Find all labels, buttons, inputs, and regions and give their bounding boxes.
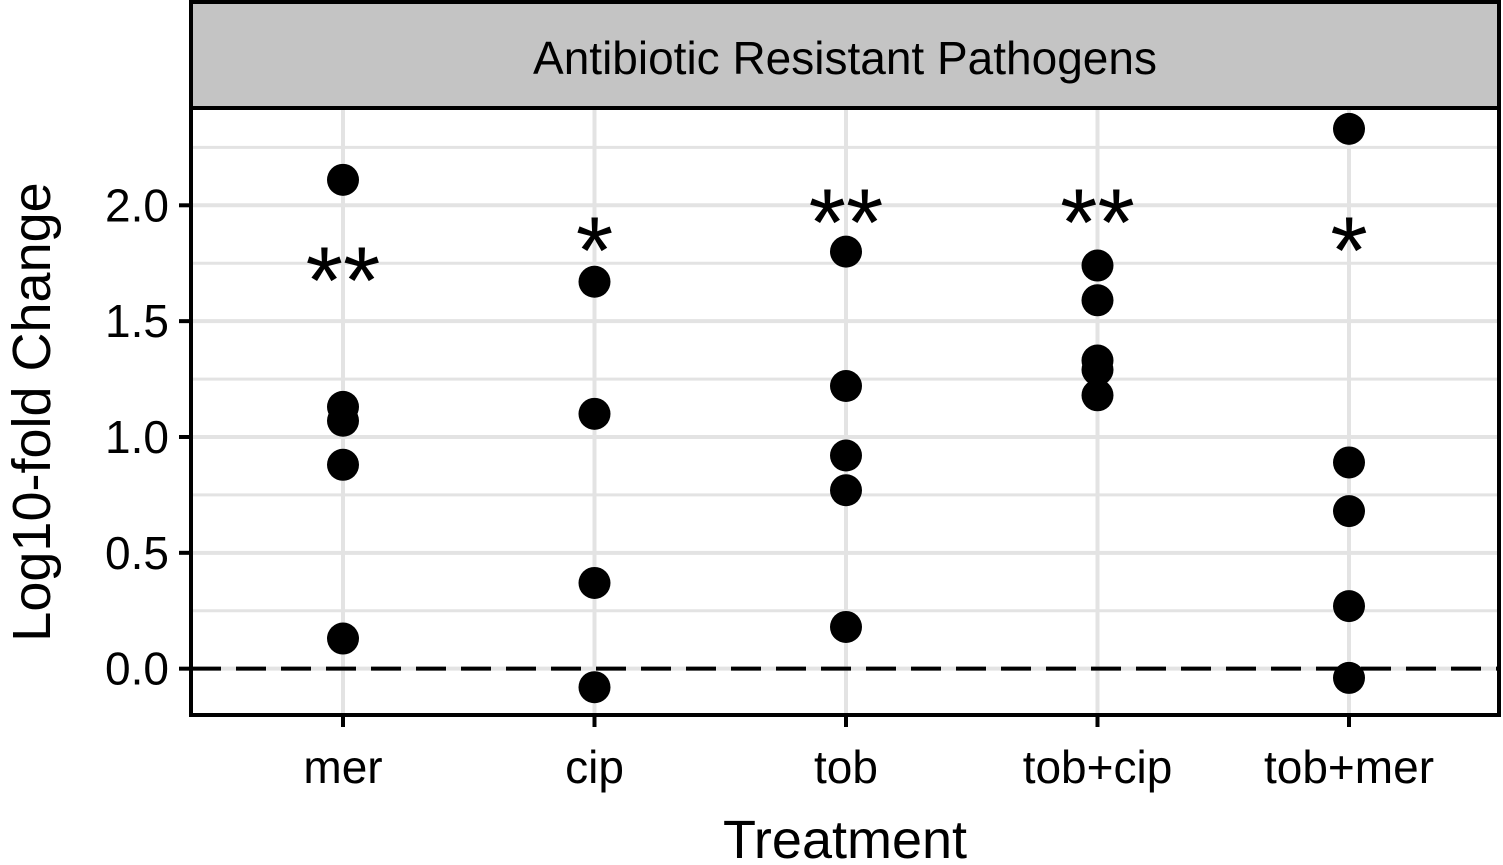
x-axis-title: Treatment — [723, 810, 967, 865]
data-point — [830, 610, 862, 643]
y-axis-title: Log10-fold Change — [2, 182, 62, 641]
data-point — [1333, 112, 1365, 145]
facet-label: Antibiotic Resistant Pathogens — [533, 32, 1157, 84]
data-point — [1081, 284, 1114, 317]
significance-marker: * — [1330, 198, 1367, 305]
significance-marker: ** — [1060, 170, 1135, 277]
y-axis: 0.0 0.5 1.0 1.5 2.0 — [105, 179, 191, 695]
data-point — [327, 163, 359, 196]
significance-marker: ** — [306, 228, 381, 335]
x-tick-label: tob+cip — [1023, 741, 1173, 793]
data-point — [830, 235, 862, 268]
significance-marker: ** — [809, 170, 884, 277]
data-point — [1081, 353, 1114, 386]
data-point — [327, 404, 359, 437]
x-tick-label: tob+mer — [1264, 741, 1434, 793]
data-point — [830, 474, 862, 507]
data-point — [327, 448, 359, 481]
data-point — [1333, 661, 1365, 694]
data-point — [578, 397, 611, 430]
data-point — [830, 439, 862, 472]
data-point — [327, 622, 359, 655]
facet-strip — [189, 0, 1501, 110]
data-point — [1333, 495, 1365, 528]
data-point — [1333, 446, 1365, 479]
y-tick-label: 0.0 — [105, 643, 169, 695]
data-point — [578, 671, 611, 704]
x-axis: mer cip tob tob+cip tob+mer — [303, 715, 1434, 793]
data-points — [327, 112, 1365, 704]
data-point — [1333, 590, 1365, 623]
significance-annotations: ** * ** ** * — [306, 170, 1368, 335]
data-point — [578, 566, 611, 599]
x-tick-label: tob — [814, 741, 878, 793]
data-point — [830, 370, 862, 403]
y-tick-label: 2.0 — [105, 179, 169, 231]
y-tick-label: 1.0 — [105, 411, 169, 463]
data-point — [1081, 249, 1114, 282]
x-tick-label: cip — [565, 741, 624, 793]
significance-marker: * — [576, 198, 613, 305]
y-tick-label: 1.5 — [105, 295, 169, 347]
data-point — [578, 265, 611, 298]
data-point — [1081, 379, 1114, 412]
y-tick-label: 0.5 — [105, 527, 169, 579]
x-tick-label: mer — [303, 741, 382, 793]
